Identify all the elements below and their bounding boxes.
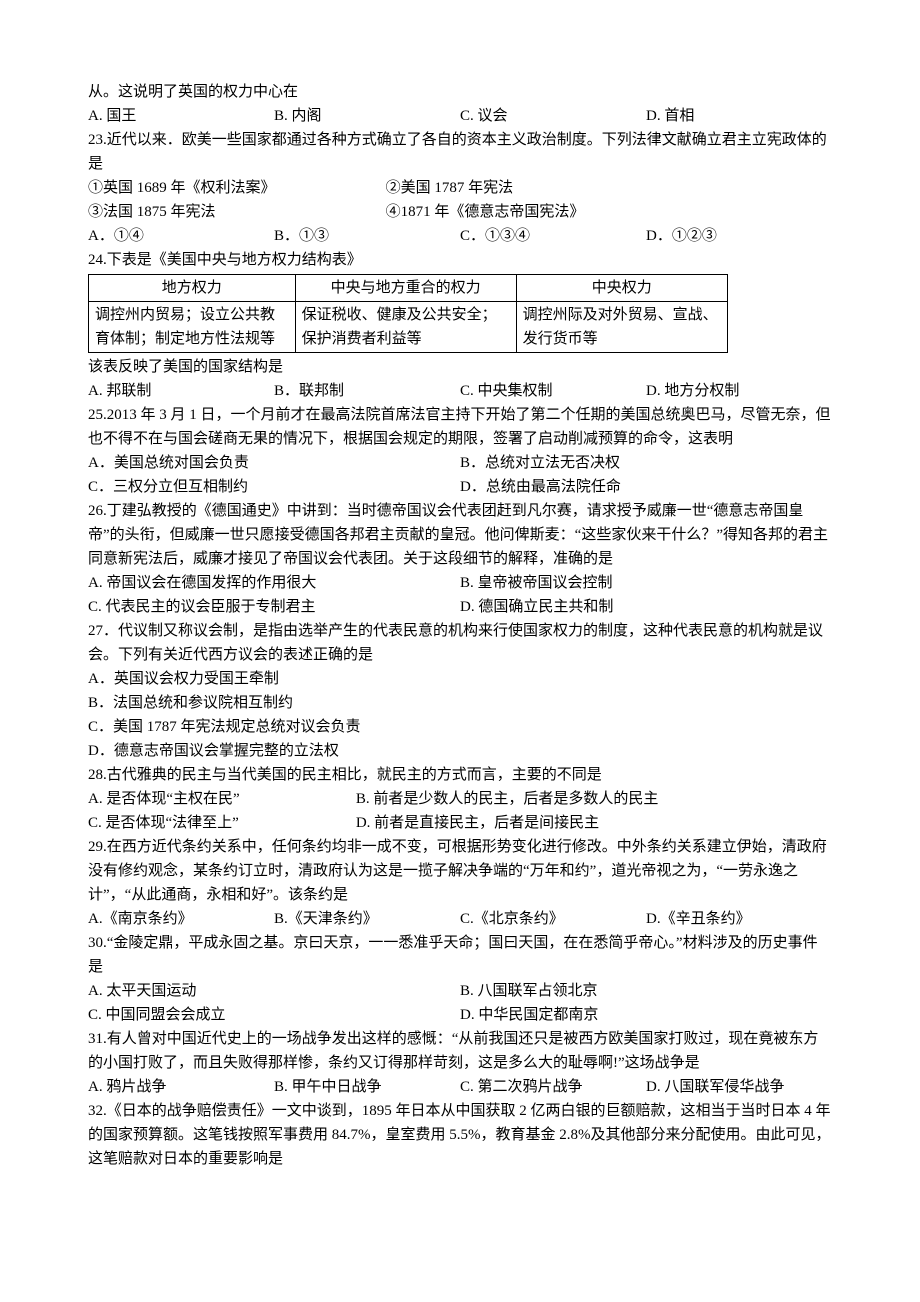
q25-opt-d: D．总统由最高法院任命 — [460, 475, 832, 499]
q24-opt-c: C. 中央集权制 — [460, 379, 646, 403]
q30-options-row2: C. 中国同盟会会成立 D. 中华民国定都南京 — [88, 1003, 832, 1027]
q23-opt-a: A．①④ — [88, 224, 274, 248]
q23-items-row2: ③法国 1875 年宪法 ④1871 年《德意志帝国宪法》 — [88, 200, 832, 224]
q25-opt-a: A．美国总统对国会负责 — [88, 451, 460, 475]
q29-options: A.《南京条约》 B.《天津条约》 C.《北京条约》 D.《辛丑条约》 — [88, 907, 832, 931]
q23-opt-b: B．①③ — [274, 224, 460, 248]
q24-opt-a: A. 邦联制 — [88, 379, 274, 403]
q24-post: 该表反映了美国的国家结构是 — [88, 355, 832, 379]
q24-th2: 中央与地方重合的权力 — [295, 275, 516, 302]
q24-table: 地方权力 中央与地方重合的权力 中央权力 调控州内贸易；设立公共教育体制；制定地… — [88, 274, 728, 353]
q22-opt-c: C. 议会 — [460, 104, 646, 128]
q26-opt-b: B. 皇帝被帝国议会控制 — [460, 571, 832, 595]
q22-stem-cont: 从。这说明了英国的权力中心在 — [88, 80, 832, 104]
q22-opt-d: D. 首相 — [646, 104, 832, 128]
q23-item-1: ①英国 1689 年《权利法案》 — [88, 176, 386, 200]
q24-td3: 调控州际及对外贸易、宣战、发行货币等 — [516, 302, 727, 353]
q29-opt-a: A.《南京条约》 — [88, 907, 274, 931]
q30-opt-c: C. 中国同盟会会成立 — [88, 1003, 460, 1027]
q28-options-row2: C. 是否体现“法律至上” D. 前者是直接民主，后者是间接民主 — [88, 811, 832, 835]
q22-options: A. 国王 B. 内阁 C. 议会 D. 首相 — [88, 104, 832, 128]
q24-opt-b: B．联邦制 — [274, 379, 460, 403]
q22-opt-a: A. 国王 — [88, 104, 274, 128]
q29-opt-b: B.《天津条约》 — [274, 907, 460, 931]
q31-opt-c: C. 第二次鸦片战争 — [460, 1075, 646, 1099]
q28-opt-a: A. 是否体现“主权在民” — [88, 787, 356, 811]
q23-opt-c: C．①③④ — [460, 224, 646, 248]
q31-opt-b: B. 甲午中日战争 — [274, 1075, 460, 1099]
q28-options-row1: A. 是否体现“主权在民” B. 前者是少数人的民主，后者是多数人的民主 — [88, 787, 832, 811]
q22-opt-b: B. 内阁 — [274, 104, 460, 128]
q23-stem: 23.近代以来．欧美一些国家都通过各种方式确立了各自的资本主义政治制度。下列法律… — [88, 128, 832, 176]
q30-opt-d: D. 中华民国定都南京 — [460, 1003, 832, 1027]
q31-opt-d: D. 八国联军侵华战争 — [646, 1075, 832, 1099]
q24-stem: 24.下表是《美国中央与地方权力结构表》 — [88, 248, 832, 272]
q31-opt-a: A. 鸦片战争 — [88, 1075, 274, 1099]
q29-opt-c: C.《北京条约》 — [460, 907, 646, 931]
q25-stem: 25.2013 年 3 月 1 日，一个月前才在最高法院首席法官主持下开始了第二… — [88, 403, 832, 451]
q31-stem: 31.有人曾对中国近代史上的一场战争发出这样的感慨：“从前我国还只是被西方欧美国… — [88, 1027, 832, 1075]
q23-opt-d: D．①②③ — [646, 224, 832, 248]
q24-opt-d: D. 地方分权制 — [646, 379, 832, 403]
q30-stem: 30.“金陵定鼎，平成永固之基。京曰天京，一一悉准乎天命；国曰天国，在在悉简乎帝… — [88, 931, 832, 979]
q28-opt-b: B. 前者是少数人的民主，后者是多数人的民主 — [356, 787, 659, 811]
q26-options-row1: A. 帝国议会在德国发挥的作用很大 B. 皇帝被帝国议会控制 — [88, 571, 832, 595]
q24-td2: 保证税收、健康及公共安全；保护消费者利益等 — [295, 302, 516, 353]
q23-item-4: ④1871 年《德意志帝国宪法》 — [386, 200, 585, 224]
q28-stem: 28.古代雅典的民主与当代美国的民主相比，就民主的方式而言，主要的不同是 — [88, 763, 832, 787]
q24-options: A. 邦联制 B．联邦制 C. 中央集权制 D. 地方分权制 — [88, 379, 832, 403]
q27-stem: 27．代议制又称议会制，是指由选举产生的代表民意的机构来行使国家权力的制度，这种… — [88, 619, 832, 667]
q30-opt-b: B. 八国联军占领北京 — [460, 979, 832, 1003]
q28-opt-c: C. 是否体现“法律至上” — [88, 811, 356, 835]
q30-options-row1: A. 太平天国运动 B. 八国联军占领北京 — [88, 979, 832, 1003]
q24-td1: 调控州内贸易；设立公共教育体制；制定地方性法规等 — [89, 302, 296, 353]
table-row: 调控州内贸易；设立公共教育体制；制定地方性法规等 保证税收、健康及公共安全；保护… — [89, 302, 728, 353]
q27-opt-c: C．美国 1787 年宪法规定总统对议会负责 — [88, 715, 832, 739]
q31-options: A. 鸦片战争 B. 甲午中日战争 C. 第二次鸦片战争 D. 八国联军侵华战争 — [88, 1075, 832, 1099]
q29-stem: 29.在西方近代条约关系中，任何条约均非一成不变，可根据形势变化进行修改。中外条… — [88, 835, 832, 907]
q25-options-row1: A．美国总统对国会负责 B．总统对立法无否决权 — [88, 451, 832, 475]
q27-opt-d: D．德意志帝国议会掌握完整的立法权 — [88, 739, 832, 763]
q25-opt-b: B．总统对立法无否决权 — [460, 451, 832, 475]
q27-opt-a: A．英国议会权力受国王牵制 — [88, 667, 832, 691]
q26-stem: 26.丁建弘教授的《德国通史》中讲到：当时德帝国议会代表团赶到凡尔赛，请求授予威… — [88, 499, 832, 571]
q29-opt-d: D.《辛丑条约》 — [646, 907, 832, 931]
q30-opt-a: A. 太平天国运动 — [88, 979, 460, 1003]
q23-options: A．①④ B．①③ C．①③④ D．①②③ — [88, 224, 832, 248]
q23-item-3: ③法国 1875 年宪法 — [88, 200, 386, 224]
q23-item-2: ②美国 1787 年宪法 — [386, 176, 514, 200]
q27-opt-b: B．法国总统和参议院相互制约 — [88, 691, 832, 715]
q26-opt-d: D. 德国确立民主共和制 — [460, 595, 832, 619]
q26-opt-a: A. 帝国议会在德国发挥的作用很大 — [88, 571, 460, 595]
q23-items-row1: ①英国 1689 年《权利法案》 ②美国 1787 年宪法 — [88, 176, 832, 200]
q26-opt-c: C. 代表民主的议会臣服于专制君主 — [88, 595, 460, 619]
q32-stem: 32.《日本的战争赔偿责任》一文中谈到，1895 年日本从中国获取 2 亿两白银… — [88, 1099, 832, 1171]
q24-th3: 中央权力 — [516, 275, 727, 302]
q24-th1: 地方权力 — [89, 275, 296, 302]
table-row: 地方权力 中央与地方重合的权力 中央权力 — [89, 275, 728, 302]
q26-options-row2: C. 代表民主的议会臣服于专制君主 D. 德国确立民主共和制 — [88, 595, 832, 619]
q25-opt-c: C．三权分立但互相制约 — [88, 475, 460, 499]
q25-options-row2: C．三权分立但互相制约 D．总统由最高法院任命 — [88, 475, 832, 499]
q28-opt-d: D. 前者是直接民主，后者是间接民主 — [356, 811, 599, 835]
